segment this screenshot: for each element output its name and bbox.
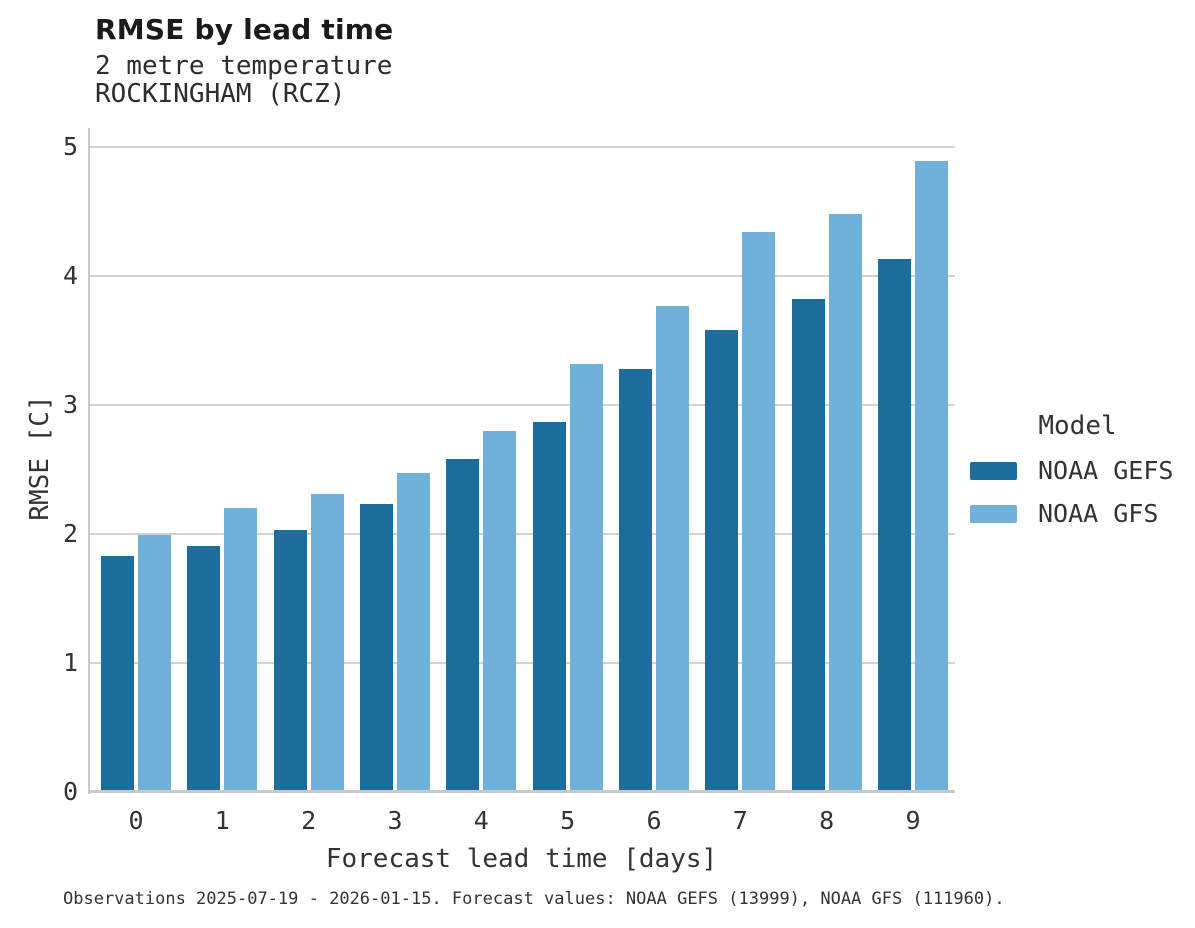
- y-tick-label-1: 1: [62, 648, 78, 677]
- x-tick-label-7: 7: [732, 806, 748, 835]
- bar-noaa-gefs-lead-5: [532, 421, 566, 790]
- legend-title: Model: [1038, 411, 1117, 441]
- bar-noaa-gfs-lead-4: [483, 430, 517, 790]
- x-tick-label-8: 8: [819, 806, 835, 835]
- legend: Model NOAA GEFS NOAA GFS: [970, 410, 1185, 528]
- bar-noaa-gefs-lead-2: [273, 530, 307, 790]
- gridline-y-4: [88, 275, 955, 277]
- gridline-y-5: [88, 146, 955, 148]
- x-tick-label-2: 2: [301, 806, 317, 835]
- chart-subtitle-station: ROCKINGHAM (RCZ): [95, 79, 346, 109]
- bar-noaa-gefs-lead-9: [877, 259, 911, 790]
- x-tick-label-5: 5: [560, 806, 576, 835]
- legend-item-noaa-gfs: NOAA GFS: [970, 499, 1185, 528]
- bar-noaa-gfs-lead-5: [569, 363, 603, 790]
- bar-noaa-gefs-lead-7: [705, 330, 739, 790]
- legend-swatch-noaa-gefs: [970, 461, 1017, 480]
- bar-noaa-gfs-lead-9: [914, 161, 948, 790]
- x-tick-label-4: 4: [473, 806, 489, 835]
- y-tick-label-0: 0: [62, 777, 78, 806]
- x-axis-spine: [88, 790, 955, 793]
- bar-noaa-gfs-lead-2: [310, 494, 344, 790]
- bar-noaa-gefs-lead-4: [446, 459, 480, 790]
- y-axis-label: RMSE [C]: [25, 395, 55, 521]
- gridline-y-1: [88, 662, 955, 664]
- gridline-y-3: [88, 404, 955, 406]
- bar-noaa-gefs-lead-6: [618, 368, 652, 790]
- y-tick-label-3: 3: [62, 390, 78, 419]
- chart-title: RMSE by lead time: [95, 13, 394, 46]
- bar-noaa-gfs-lead-0: [138, 535, 171, 790]
- bar-noaa-gefs-lead-8: [791, 299, 825, 790]
- footnote: Observations 2025-07-19 - 2026-01-15. Fo…: [63, 889, 1005, 909]
- bar-noaa-gfs-lead-1: [224, 508, 258, 790]
- bar-noaa-gfs-lead-6: [655, 305, 689, 790]
- y-axis-spine: [88, 128, 90, 794]
- bar-noaa-gefs-lead-0: [101, 555, 134, 790]
- bar-noaa-gfs-lead-3: [396, 473, 430, 790]
- bar-noaa-gfs-lead-8: [828, 214, 862, 790]
- y-tick-label-2: 2: [62, 519, 78, 548]
- x-tick-label-0: 0: [128, 806, 144, 835]
- x-tick-label-3: 3: [387, 806, 403, 835]
- bar-noaa-gfs-lead-7: [742, 232, 776, 790]
- gridline-y-2: [88, 533, 955, 535]
- x-tick-label-1: 1: [214, 806, 230, 835]
- bar-noaa-gefs-lead-3: [359, 504, 393, 790]
- legend-swatch-noaa-gfs: [970, 504, 1017, 523]
- legend-item-noaa-gefs: NOAA GEFS: [970, 456, 1185, 485]
- x-axis-label: Forecast lead time [days]: [325, 844, 718, 874]
- chart-header: RMSE by lead time 2 metre temperature RO…: [95, 13, 394, 109]
- legend-label-noaa-gfs: NOAA GFS: [1038, 499, 1159, 528]
- y-tick-label-5: 5: [62, 132, 78, 161]
- bar-noaa-gefs-lead-1: [187, 545, 221, 790]
- legend-label-noaa-gefs: NOAA GEFS: [1038, 456, 1174, 485]
- chart-subtitle-variable: 2 metre temperature: [95, 51, 393, 81]
- x-tick-label-9: 9: [905, 806, 921, 835]
- y-tick-label-4: 4: [62, 261, 78, 290]
- x-tick-label-6: 6: [646, 806, 662, 835]
